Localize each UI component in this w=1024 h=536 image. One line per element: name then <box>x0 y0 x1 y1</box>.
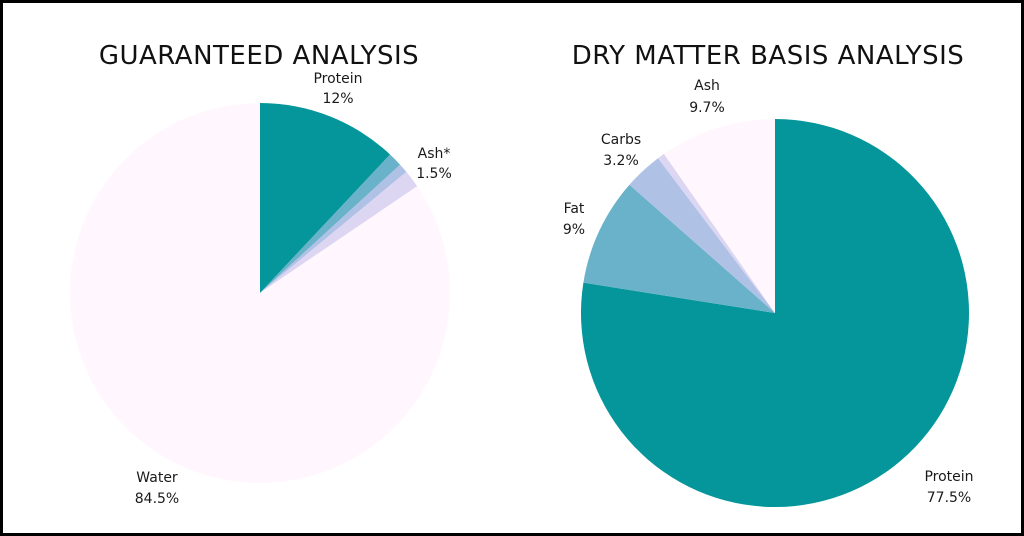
pie-guaranteed-analysis: Protein 12% Ash* 1.5% Water 84.5% <box>70 71 452 507</box>
pie-slice-guaranteed-carbs-2 <box>260 164 407 293</box>
pie-slice-dry-matter-ash-4 <box>663 119 775 313</box>
slice-label-value-protein: 12% <box>322 91 353 107</box>
slice-label-name-ash: Ash <box>694 78 720 94</box>
slice-label-value-water: 84.5% <box>135 491 179 507</box>
slice-label-name-water: Water <box>136 470 178 486</box>
pie-dry-matter-analysis: Protein 77.5% Fat 9% Carbs 3.2% Ash 9.7% <box>563 78 974 507</box>
pie-slice-guaranteed-fat-1 <box>260 154 401 293</box>
pie-slice-guaranteed-water-4 <box>70 103 451 483</box>
slice-label-value-carbs: 3.2% <box>603 153 639 169</box>
slice-label-value-ash: 1.5% <box>416 166 452 182</box>
slice-label-name-protein: Protein <box>313 71 362 87</box>
slice-label-name-carbs: Carbs <box>601 132 641 148</box>
pie-slice-dry-matter-carbs-2 <box>629 158 775 313</box>
slice-label-value-fat: 9% <box>563 222 585 238</box>
slice-label-value-protein: 77.5% <box>927 490 971 506</box>
slice-label-name-fat: Fat <box>564 201 585 217</box>
pie-slice-guaranteed-protein-0 <box>260 103 391 293</box>
pie-slice-guaranteed-ash-3 <box>260 171 418 293</box>
chart-title-guaranteed: GUARANTEED ANALYSIS <box>98 41 420 71</box>
pie-slice-dry-matter-slice-3 <box>658 153 775 313</box>
pie-slice-dry-matter-fat-1 <box>583 184 775 313</box>
chart-title-dry-matter: DRY MATTER BASIS ANALYSIS <box>571 41 965 71</box>
slice-label-value-ash: 9.7% <box>689 100 725 116</box>
pie-slice-dry-matter-protein-0 <box>581 118 970 507</box>
slice-label-name-ash: Ash* <box>418 146 451 162</box>
slice-label-name-protein: Protein <box>924 469 973 485</box>
